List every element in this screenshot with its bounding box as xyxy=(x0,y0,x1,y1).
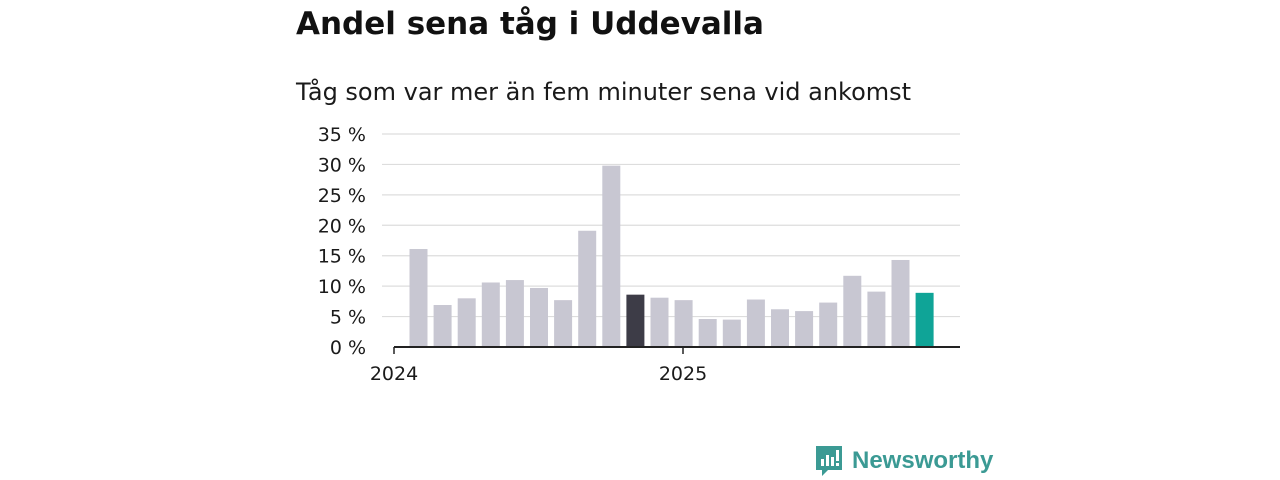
y-tick-label: 20 % xyxy=(318,215,366,237)
bar xyxy=(867,291,886,347)
gridlines xyxy=(382,133,960,318)
bar xyxy=(626,294,645,347)
y-tick-label: 5 % xyxy=(330,307,366,329)
y-tick-label: 10 % xyxy=(318,276,366,298)
bar xyxy=(819,302,838,347)
bar xyxy=(554,300,573,347)
bar xyxy=(746,299,765,347)
bar xyxy=(795,311,814,347)
bar xyxy=(602,165,621,347)
bar xyxy=(722,319,741,347)
x-tick-label: 2025 xyxy=(659,363,707,385)
bar xyxy=(915,292,934,347)
newsworthy-logo: Newsworthy xyxy=(814,444,993,478)
bars xyxy=(409,165,934,347)
bar xyxy=(578,230,597,347)
brand-name: Newsworthy xyxy=(852,447,994,474)
bar xyxy=(457,298,476,347)
bar xyxy=(530,287,548,347)
y-tick-label: 15 % xyxy=(318,246,366,268)
newsworthy-chart-icon xyxy=(816,446,842,476)
bar xyxy=(409,249,428,347)
y-tick-label: 30 % xyxy=(318,154,366,176)
x-axis-ticks: 2024 2025 xyxy=(370,347,707,385)
bar xyxy=(698,319,717,347)
bar xyxy=(771,309,789,347)
chart-subtitle: Tåg som var mer än fem minuter sena vid … xyxy=(296,78,912,106)
y-axis-ticks: 0 % 5 % 10 % 15 % 20 % 25 % 30 % 35 % xyxy=(318,124,366,359)
y-tick-label: 35 % xyxy=(318,124,366,146)
bar xyxy=(481,282,500,347)
bar xyxy=(650,297,669,347)
bar xyxy=(674,300,693,347)
bar xyxy=(843,275,862,347)
x-tick-label: 2024 xyxy=(370,363,418,385)
chart-title: Andel sena tåg i Uddevalla xyxy=(296,6,764,42)
bar xyxy=(505,280,524,347)
y-tick-label: 0 % xyxy=(330,337,366,359)
bar-chart: 0 % 5 % 10 % 15 % 20 % 25 % 30 % 35 % 2024 2025 xyxy=(318,124,960,385)
bar xyxy=(433,305,452,347)
bar xyxy=(891,259,910,347)
y-tick-label: 25 % xyxy=(318,185,366,207)
